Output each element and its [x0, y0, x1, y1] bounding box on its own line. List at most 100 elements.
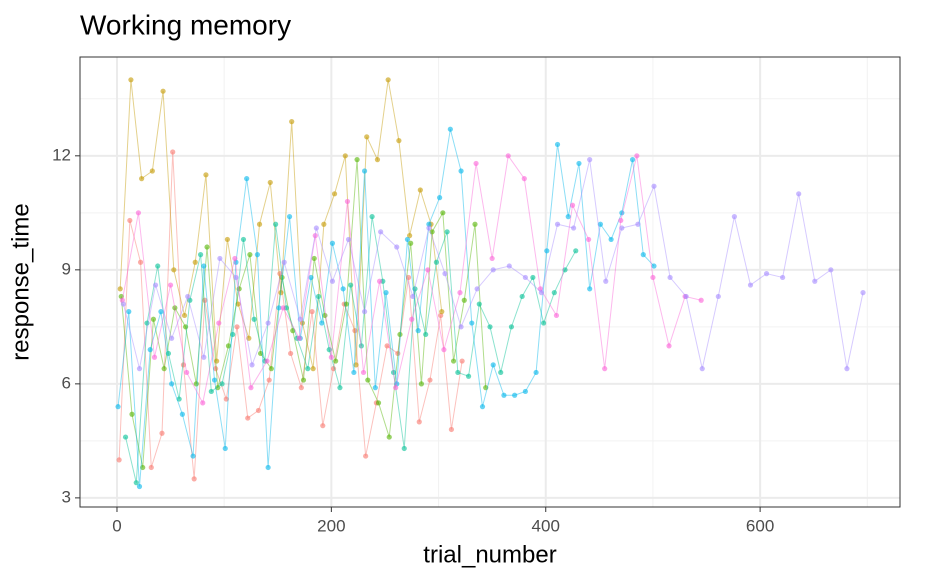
data-point — [309, 309, 315, 315]
data-point — [417, 187, 423, 193]
data-point — [369, 214, 375, 220]
data-point — [233, 274, 239, 281]
data-point — [483, 385, 489, 391]
data-point — [416, 419, 422, 425]
data-point — [232, 255, 238, 262]
data-point — [401, 445, 407, 452]
data-point — [396, 138, 402, 144]
data-point — [667, 274, 673, 281]
data-point — [444, 229, 450, 235]
data-point — [505, 153, 511, 159]
data-point — [256, 221, 263, 227]
data-point — [149, 168, 155, 174]
data-point — [265, 320, 271, 326]
data-point — [312, 233, 318, 239]
data-point — [236, 286, 242, 292]
y-tick-label: 9 — [62, 259, 71, 278]
data-point — [155, 263, 161, 269]
data-point — [860, 290, 866, 296]
data-point — [474, 286, 480, 292]
data-point — [310, 366, 316, 372]
data-point — [208, 388, 214, 395]
data-point — [439, 309, 445, 315]
data-point — [322, 312, 328, 319]
data-point — [375, 400, 382, 406]
data-point — [565, 214, 571, 220]
data-point — [634, 153, 640, 159]
data-point — [197, 252, 204, 258]
data-point — [345, 236, 352, 243]
data-point — [148, 464, 154, 471]
data-point — [224, 236, 230, 243]
data-point — [508, 324, 515, 330]
data-point — [278, 290, 284, 296]
data-point — [248, 385, 254, 391]
data-point — [364, 134, 370, 140]
data-point — [440, 210, 446, 216]
data-point — [360, 369, 367, 376]
data-point — [230, 331, 236, 338]
data-point — [365, 377, 371, 383]
data-point — [354, 157, 360, 163]
data-point — [216, 320, 222, 326]
data-point — [147, 347, 153, 353]
data-point — [289, 119, 295, 125]
data-point — [512, 392, 518, 398]
data-point — [115, 404, 121, 410]
data-point — [249, 362, 255, 368]
data-point — [457, 290, 463, 296]
data-point — [386, 434, 392, 440]
data-point — [361, 309, 368, 315]
x-tick-label: 200 — [317, 516, 345, 535]
data-point — [128, 77, 134, 83]
data-point — [358, 343, 364, 349]
data-point — [473, 160, 479, 167]
data-point — [137, 259, 144, 265]
data-point — [276, 305, 282, 311]
data-point — [116, 457, 122, 463]
data-point — [640, 252, 646, 258]
data-point — [169, 381, 175, 387]
data-point — [308, 274, 314, 281]
data-point — [608, 236, 614, 243]
data-point — [126, 309, 132, 315]
data-point — [217, 255, 223, 262]
y-tick-label: 6 — [62, 373, 71, 392]
data-point — [244, 176, 250, 182]
data-point — [152, 282, 159, 288]
data-point — [193, 381, 199, 387]
data-point — [378, 229, 384, 235]
data-point — [235, 301, 241, 307]
data-point — [192, 259, 198, 265]
series-line — [119, 79, 443, 369]
data-point — [383, 290, 389, 296]
data-point — [201, 263, 207, 269]
data-point — [172, 305, 178, 311]
chart-title: Working memory — [80, 9, 291, 40]
data-point — [479, 404, 486, 410]
x-tick-label: 600 — [746, 516, 774, 535]
data-point — [397, 331, 403, 338]
data-point — [165, 350, 172, 357]
data-point — [321, 221, 327, 227]
data-point — [407, 233, 413, 239]
data-point — [551, 290, 557, 296]
data-point — [410, 293, 416, 300]
data-point — [597, 221, 604, 227]
data-point — [699, 366, 705, 372]
data-point — [204, 244, 210, 250]
data-point — [404, 236, 411, 243]
data-point — [437, 195, 443, 201]
data-point — [521, 176, 527, 182]
data-point — [191, 476, 197, 482]
data-point — [203, 172, 209, 178]
data-point — [251, 316, 257, 322]
data-point — [176, 396, 182, 402]
data-point — [469, 320, 475, 326]
data-point — [160, 88, 166, 94]
data-point — [265, 464, 271, 471]
data-point — [458, 324, 464, 330]
data-point — [405, 274, 412, 281]
data-point — [415, 328, 421, 334]
